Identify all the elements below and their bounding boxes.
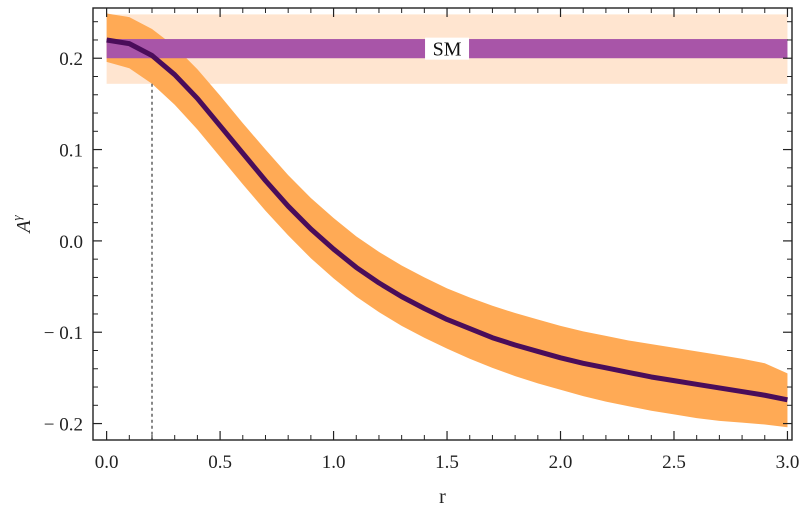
x-tick-label: 0.5 <box>208 452 232 473</box>
x-tick-label: 0.0 <box>95 452 119 473</box>
central-curve <box>106 37 788 403</box>
sm-band-label: SM <box>433 39 462 61</box>
axis-ticks: 0.0 0.5 1.0 1.5 2.0 2.5 3.0 − 0.2 − 0.1 0.0 0.1 0.2 <box>44 8 800 473</box>
y-tick-label: − 0.1 <box>44 323 83 344</box>
y-axis-label-superscript: γ <box>9 214 24 220</box>
x-tick-label: 1.5 <box>435 452 459 473</box>
y-axis-label: Aγ <box>9 214 35 234</box>
y-tick-label: 0.1 <box>59 141 83 162</box>
plot-frame <box>92 7 793 441</box>
plot-area <box>106 13 788 440</box>
x-tick-label: 2.0 <box>549 452 573 473</box>
y-tick-label: − 0.2 <box>44 415 83 436</box>
x-tick-label: 2.5 <box>662 452 686 473</box>
x-tick-label: 3.0 <box>776 452 800 473</box>
x-axis-label: r <box>439 486 446 508</box>
y-axis-label-base: A <box>13 220 35 235</box>
x-tick-label: 1.0 <box>322 452 346 473</box>
y-tick-label: 0.0 <box>59 232 83 253</box>
y-tick-label: 0.2 <box>59 49 83 70</box>
sm-label-background <box>425 37 470 60</box>
